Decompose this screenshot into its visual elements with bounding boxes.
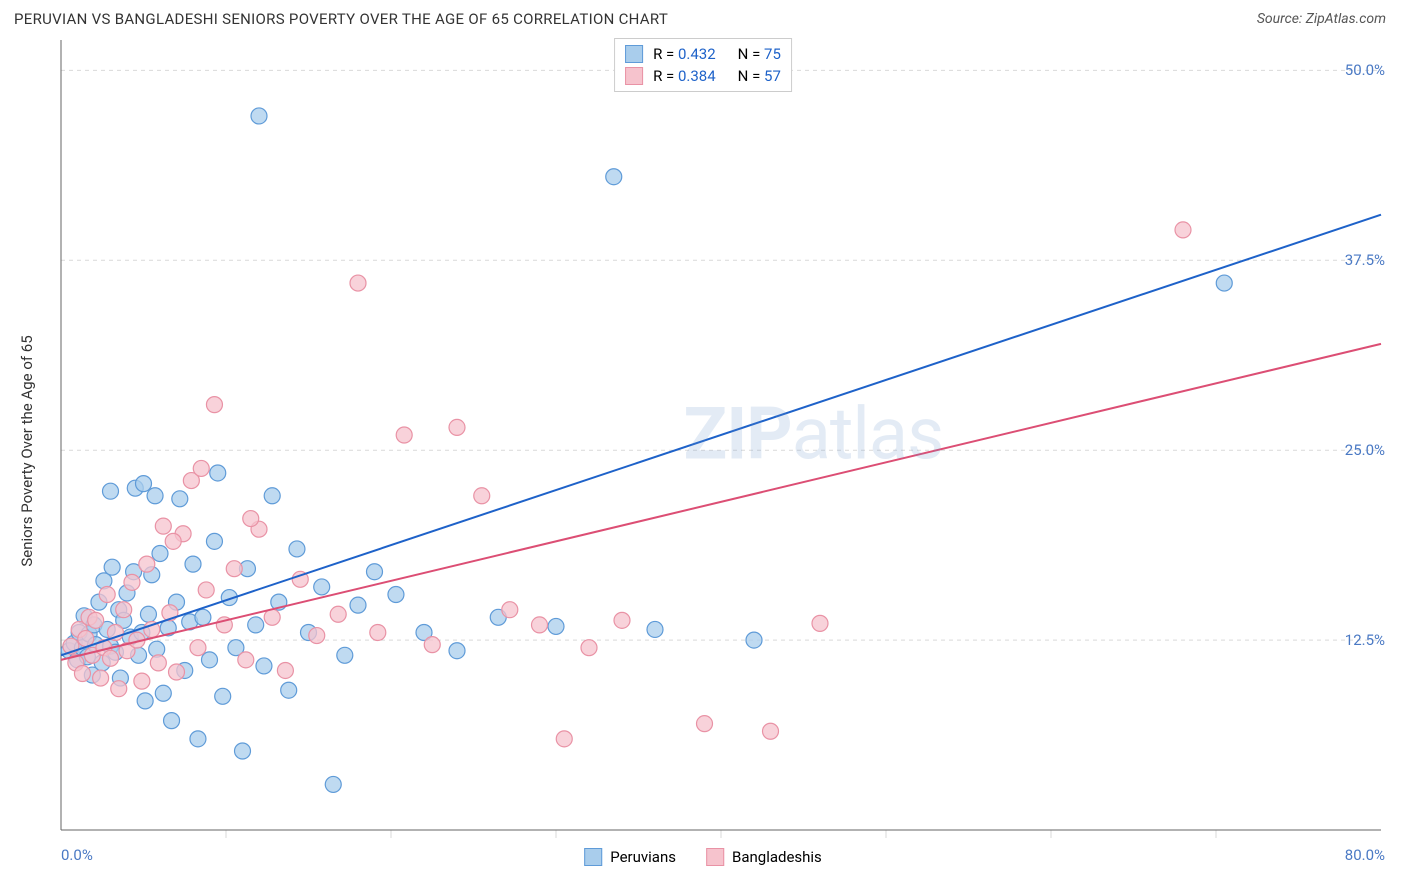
legend-swatch: [625, 45, 643, 63]
legend-correlation-row: R = 0.432 N = 75: [625, 43, 781, 65]
chart-source: Source: ZipAtlas.com: [1257, 11, 1386, 27]
chart-title: PERUVIAN VS BANGLADESHI SENIORS POVERTY …: [14, 10, 668, 28]
y-tick-label: 37.5%: [1345, 251, 1385, 269]
y-tick-label: 50.0%: [1345, 61, 1385, 79]
y-tick-label: 25.0%: [1345, 441, 1385, 459]
legend-n-label: N = 57: [738, 67, 781, 85]
legend-r-label: R = 0.384: [653, 67, 716, 85]
legend-series-item: Bangladeshis: [706, 848, 822, 866]
legend-swatch: [625, 67, 643, 85]
x-axis-max-label: 80.0%: [1345, 846, 1385, 864]
legend-series: Peruvians Bangladeshis: [584, 848, 822, 866]
x-axis-min-label: 0.0%: [61, 846, 93, 864]
chart-container: Seniors Poverty Over the Age of 65 ZIPat…: [13, 36, 1393, 866]
legend-correlation: R = 0.432 N = 75 R = 0.384 N = 57: [614, 38, 792, 92]
legend-n-label: N = 75: [738, 45, 781, 63]
legend-correlation-row: R = 0.384 N = 57: [625, 65, 781, 87]
y-tick-label: 12.5%: [1345, 631, 1385, 649]
legend-swatch: [584, 848, 602, 866]
watermark: ZIPatlas: [684, 392, 944, 477]
legend-swatch: [706, 848, 724, 866]
legend-series-label: Bangladeshis: [732, 848, 822, 866]
legend-series-label: Peruvians: [610, 848, 676, 866]
legend-series-item: Peruvians: [584, 848, 676, 866]
y-axis-label: Seniors Poverty Over the Age of 65: [18, 335, 36, 566]
chart-header: PERUVIAN VS BANGLADESHI SENIORS POVERTY …: [0, 0, 1406, 36]
legend-r-label: R = 0.432: [653, 45, 716, 63]
